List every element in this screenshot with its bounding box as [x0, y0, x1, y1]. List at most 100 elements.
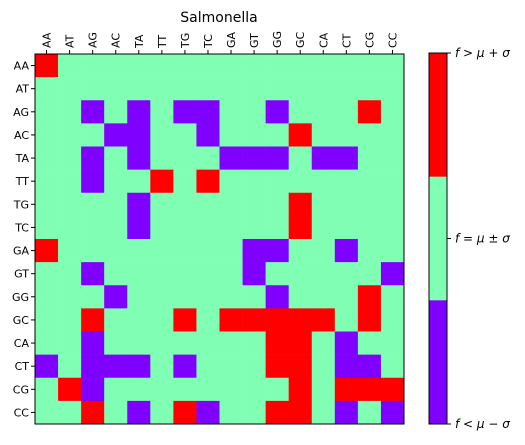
- heatmap-cell: [81, 100, 105, 124]
- x-tick-label: TG: [179, 33, 192, 49]
- heatmap-cell: [265, 354, 289, 379]
- heatmap-cell: [357, 354, 382, 379]
- heatmap-cell: [219, 285, 243, 309]
- heatmap-cell: [242, 262, 266, 286]
- heatmap-cell: [334, 262, 359, 286]
- heatmap-cell: [196, 169, 220, 194]
- heatmap-cell: [242, 54, 266, 78]
- heatmap-cell: [81, 123, 105, 147]
- heatmap-cell: [127, 123, 151, 147]
- heatmap-cell: [219, 239, 243, 263]
- heatmap-cell: [311, 215, 336, 240]
- heatmap-cell: [150, 215, 174, 240]
- y-tick-label: GT: [14, 268, 29, 281]
- heatmap-cell: [58, 308, 82, 332]
- heatmap-cell: [196, 262, 220, 286]
- heatmap-cell: [196, 331, 220, 355]
- heatmap-cell: [242, 123, 266, 147]
- x-tick-label: GG: [271, 31, 284, 48]
- y-tick-label: AC: [14, 129, 29, 142]
- heatmap-cell: [242, 215, 266, 240]
- heatmap-cell: [288, 377, 313, 402]
- heatmap-cell: [334, 100, 359, 124]
- heatmap-cell: [380, 262, 405, 286]
- heatmap-cell: [150, 400, 174, 425]
- heatmap-cell: [357, 377, 382, 402]
- plot-frame: [34, 53, 405, 425]
- heatmap-cell: [334, 77, 359, 101]
- heatmap-cell: [196, 77, 220, 101]
- heatmap-cell: [311, 377, 336, 402]
- x-tick-label: AA: [41, 32, 54, 48]
- heatmap-cell: [127, 146, 151, 170]
- colorbar-label: f = μ ± σ: [455, 232, 510, 246]
- heatmap-cell: [58, 354, 82, 379]
- heatmap-cell: [58, 123, 82, 147]
- heatmap-cell: [104, 169, 128, 194]
- heatmap-cell: [288, 100, 313, 124]
- heatmap-cell: [311, 262, 336, 286]
- y-tick-label: GC: [13, 314, 30, 327]
- x-tick-label: TC: [202, 34, 215, 49]
- heatmap-cell: [58, 77, 82, 101]
- heatmap-cell: [380, 331, 405, 355]
- heatmap-cell: [81, 239, 105, 263]
- heatmap-cell: [380, 100, 405, 124]
- heatmap-cell: [288, 239, 313, 263]
- y-tick-label: CA: [14, 337, 30, 350]
- x-tick-label: TT: [156, 34, 169, 49]
- heatmap-cell: [81, 169, 105, 194]
- y-tick-label: GG: [12, 291, 29, 304]
- heatmap-cell: [104, 400, 128, 425]
- heatmap-cell: [242, 239, 266, 263]
- heatmap-cell: [58, 192, 82, 217]
- heatmap-cell: [150, 308, 174, 332]
- x-tick-label: TA: [133, 34, 146, 49]
- heatmap-cell: [150, 354, 174, 379]
- y-tick-label: TG: [13, 198, 29, 211]
- heatmap-cell: [288, 400, 313, 425]
- heatmap-cell: [334, 123, 359, 147]
- heatmap-cell: [173, 239, 197, 263]
- y-tick-label: CG: [13, 383, 29, 396]
- heatmap-cell: [242, 146, 266, 170]
- heatmap-cell: [104, 100, 128, 124]
- heatmap-cell: [150, 77, 174, 101]
- heatmap-cell: [311, 354, 336, 379]
- heatmap-cell: [334, 354, 359, 379]
- heatmap-cell: [196, 54, 220, 78]
- x-tick-labels: AA AT AG AC TA TT TG TC GA GT GG GC CA CT CG CC: [41, 31, 399, 54]
- colorbar-label: f < μ − σ: [455, 417, 510, 431]
- heatmap-cell: [35, 308, 59, 332]
- y-tick-label: TT: [15, 175, 30, 188]
- heatmap-cell: [311, 308, 336, 332]
- heatmap-cell: [265, 285, 289, 309]
- heatmap-cell: [173, 377, 197, 402]
- heatmap-cell: [334, 377, 359, 402]
- heatmap-cell: [288, 331, 313, 355]
- heatmap-cell: [58, 377, 82, 402]
- heatmap-cell: [380, 354, 405, 379]
- heatmap-cell: [334, 285, 359, 309]
- heatmap-cell: [58, 169, 82, 194]
- colorbar-segment: [429, 53, 447, 177]
- heatmap-cell: [357, 308, 382, 332]
- heatmap-cell: [380, 169, 405, 194]
- heatmap-cell: [242, 354, 266, 379]
- heatmap-cell: [81, 377, 105, 402]
- heatmap-cell: [150, 146, 174, 170]
- y-tick-label: GA: [13, 245, 30, 258]
- heatmap-cell: [380, 308, 405, 332]
- colorbar-label: f > μ + σ: [455, 46, 510, 60]
- heatmap-cell: [81, 192, 105, 217]
- heatmap-cell: [173, 192, 197, 217]
- heatmap-cell: [127, 100, 151, 124]
- heatmap-cell: [35, 377, 59, 402]
- heatmap-cell: [104, 331, 128, 355]
- heatmap-cell: [104, 377, 128, 402]
- heatmap-cell: [265, 239, 289, 263]
- heatmap-cell: [219, 100, 243, 124]
- heatmap-cell: [196, 354, 220, 379]
- heatmap-cell: [265, 331, 289, 355]
- heatmap-cell: [265, 400, 289, 425]
